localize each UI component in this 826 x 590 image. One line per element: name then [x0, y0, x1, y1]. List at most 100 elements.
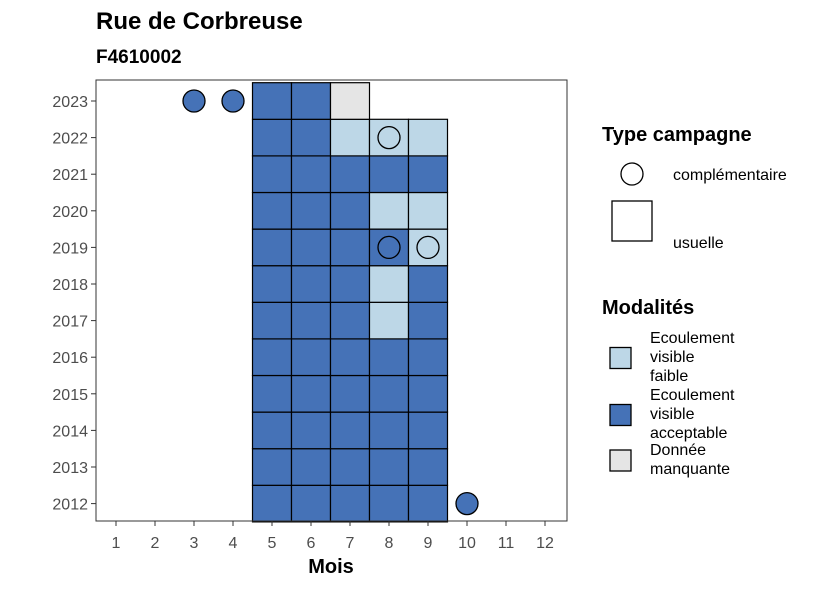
data-square: [290, 191, 332, 230]
plot-area: 1 2 3 4 5 6 7 8 9 10 11 122012201320142015201620172…: [52, 79, 568, 552]
x-tick-label: 2: [151, 535, 160, 552]
data-square: [251, 82, 293, 120]
data-square: [251, 155, 293, 194]
y-tick-label: 2022: [52, 131, 88, 148]
data-square: [329, 301, 371, 340]
data-square: [251, 118, 293, 157]
y-tick-label: 2020: [52, 204, 88, 221]
data-square: [407, 155, 449, 194]
chart-title: Rue de Corbreuse: [96, 8, 303, 35]
data-square: [407, 301, 449, 340]
data-square: [329, 82, 371, 120]
legend-label-line: Donnée: [650, 442, 706, 459]
data-square: [368, 265, 410, 303]
y-tick-label: 2019: [52, 240, 88, 257]
data-square: [407, 191, 449, 230]
legend-key-swatch: [609, 346, 632, 370]
data-square: [407, 411, 449, 450]
legend-key-square: [611, 200, 653, 242]
data-square: [407, 448, 449, 486]
plot-border: [95, 79, 568, 522]
y-tick-label: 2021: [52, 167, 88, 184]
data-circle: [416, 235, 440, 260]
data-square: [407, 374, 449, 413]
legend-label-line: Ecoulement: [650, 387, 735, 404]
data-square: [407, 118, 449, 157]
data-square: [290, 338, 332, 377]
data-square: [329, 155, 371, 194]
data-square: [368, 448, 410, 486]
x-tick-label: 9: [424, 535, 433, 552]
data-square: [251, 191, 293, 230]
data-square: [251, 338, 293, 377]
x-tick-label: 10: [458, 535, 476, 552]
data-square: [251, 484, 293, 523]
legend-key-swatch: [609, 449, 632, 472]
data-square: [329, 448, 371, 486]
legend-label-line: acceptable: [650, 425, 727, 442]
data-square: [368, 484, 410, 523]
data-square: [329, 118, 371, 157]
legend-label: usuelle: [673, 235, 724, 252]
data-square: [290, 265, 332, 303]
x-tick-label: 7: [346, 535, 355, 552]
legend-label-line: visible: [650, 406, 695, 423]
x-tick-label: 8: [385, 535, 394, 552]
data-square: [407, 338, 449, 377]
data-square: [368, 191, 410, 230]
x-tick-label: 3: [190, 535, 199, 552]
data-circle: [221, 89, 245, 113]
x-tick-label: 4: [229, 535, 238, 552]
data-circle: [455, 491, 479, 516]
data-square: [251, 411, 293, 450]
data-square: [329, 265, 371, 303]
data-square: [329, 191, 371, 230]
x-tick-label: 1: [112, 535, 121, 552]
y-tick-label: 2017: [52, 314, 88, 331]
legend-label: Donnée manquante: [650, 442, 730, 478]
data-square: [290, 228, 332, 267]
data-square: [251, 228, 293, 267]
data-square: [329, 228, 371, 267]
y-tick-label: 2023: [52, 94, 88, 111]
legend-label-line: Ecoulement: [650, 330, 735, 347]
data-square: [251, 374, 293, 413]
data-circle: [377, 235, 401, 260]
data-square: [251, 265, 293, 303]
data-square: [368, 374, 410, 413]
data-square: [368, 411, 410, 450]
legend-label-line: visible: [650, 349, 695, 366]
y-tick-label: 2018: [52, 277, 88, 294]
legend-label: Ecoulement visible faible: [650, 330, 735, 385]
legend-key-swatch: [609, 403, 632, 427]
legend-label-line: manquante: [650, 461, 730, 478]
data-square: [290, 82, 332, 120]
data-square: [251, 301, 293, 340]
x-tick-label: 12: [536, 535, 554, 552]
y-tick-label: 2014: [52, 423, 88, 440]
data-square: [329, 374, 371, 413]
data-square: [290, 448, 332, 486]
legend-title-modalites: Modalités: [602, 297, 694, 319]
x-tick-label: 11: [498, 535, 515, 552]
legend-title-type: Type campagne: [602, 124, 752, 146]
data-circle: [182, 89, 206, 113]
data-square: [290, 118, 332, 157]
chart-subtitle: F4610002: [96, 47, 182, 68]
y-tick-label: 2013: [52, 460, 88, 477]
data-square: [368, 338, 410, 377]
y-tick-label: 2012: [52, 497, 88, 514]
legend: Type campagne complémentaire usuelle Modali…: [602, 124, 787, 478]
data-square: [329, 484, 371, 523]
data-square: [407, 484, 449, 523]
data-square: [290, 484, 332, 523]
data-circle: [377, 125, 401, 150]
x-tick-label: 5: [268, 535, 277, 552]
data-square: [368, 301, 410, 340]
data-square: [290, 411, 332, 450]
x-tick-label: 6: [307, 535, 316, 552]
x-axis-label: Mois: [308, 556, 354, 578]
y-tick-label: 2016: [52, 350, 88, 367]
legend-key-circle: [620, 162, 644, 186]
